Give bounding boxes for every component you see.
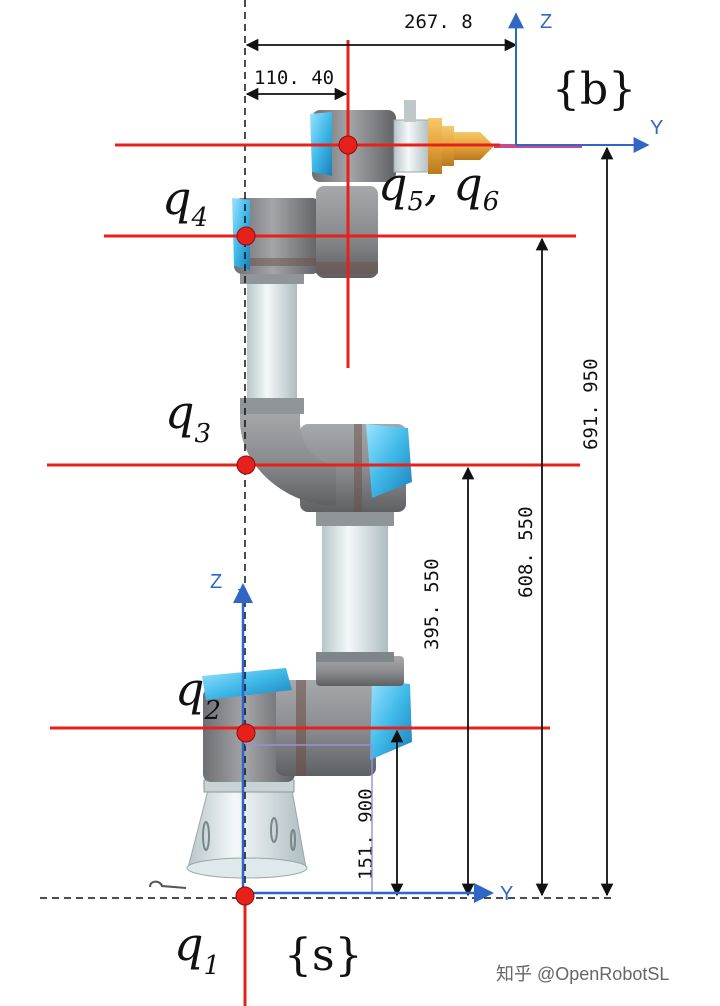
dim-label-110: 110. 40: [254, 67, 334, 89]
joint-label-q2: q2: [175, 662, 221, 726]
elbow-bend: [240, 410, 336, 506]
shoulder-cap-left: [202, 668, 292, 700]
joint-label-q56: q5, q6: [378, 157, 499, 217]
robot-arm: [149, 100, 582, 889]
tool-z-axis-label: Z: [540, 11, 552, 33]
joint-dots: [235, 135, 358, 906]
joint-label-q3: q3: [165, 385, 211, 449]
forearm-tube: [247, 282, 297, 404]
joint-dot-q1: [235, 886, 255, 906]
dim-label-608: 608. 550: [515, 506, 537, 598]
frame-label-base: {s}: [284, 930, 363, 981]
shoulder-cap-right: [370, 680, 412, 760]
joint-dot-q56: [338, 135, 358, 155]
frame-label-tool: {b}: [552, 64, 636, 115]
vertical-dimensions: [390, 146, 614, 897]
watermark-text: 知乎 @OpenRobotSL: [496, 964, 669, 984]
horizontal-dimensions: [245, 38, 518, 101]
tool-frame-axes: [508, 12, 650, 153]
base-pedestal: [187, 789, 307, 869]
joint-label-q1: q1: [174, 917, 220, 981]
joint-dot-q3: [236, 455, 256, 475]
joint-label-q4: q4: [162, 171, 208, 233]
base-z-axis-label: Z: [210, 571, 222, 593]
joint-axis-lines: [47, 40, 580, 730]
reference-lines: [40, 0, 612, 1006]
tool-y-axis-label: Y: [650, 117, 663, 139]
dim-label-395: 395. 550: [421, 558, 443, 650]
joint-dot-q2: [236, 723, 256, 743]
joint-dot-q4: [236, 226, 256, 246]
base-y-axis-label: Y: [500, 883, 513, 905]
base-z-axis-label-small: Z: [237, 587, 247, 604]
upper-arm-tube: [322, 522, 388, 662]
dim-label-691: 691. 950: [580, 358, 602, 450]
dim-label-267: 267. 8: [404, 11, 473, 33]
dim-label-151: 151. 900: [355, 788, 377, 880]
